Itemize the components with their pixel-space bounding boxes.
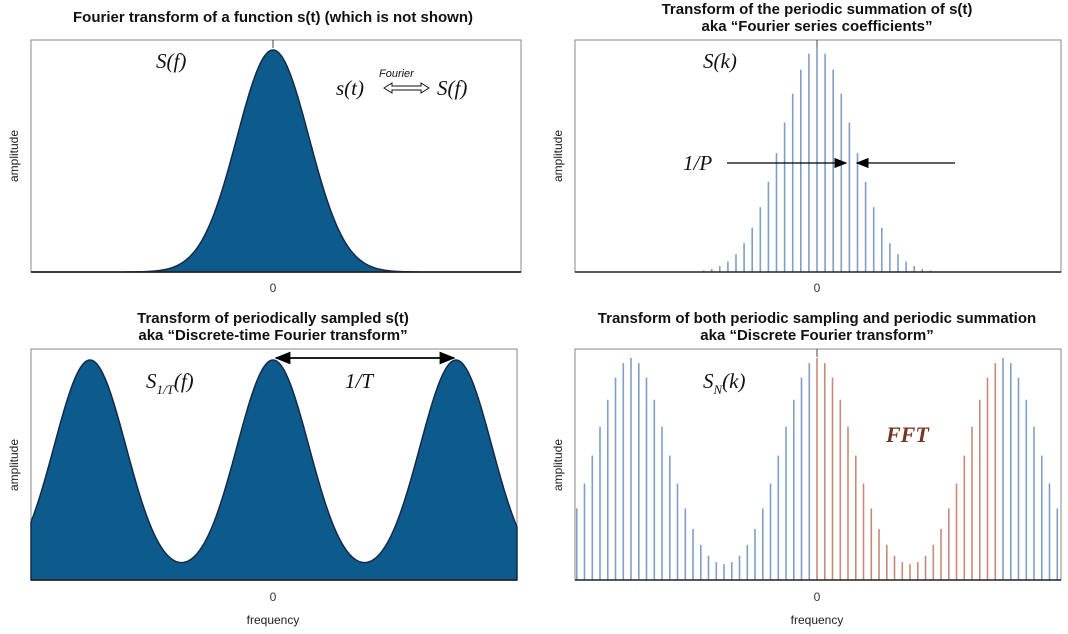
panel-title-line1: Transform of the periodic summation of s… [662, 1, 973, 18]
curve-label: SN(k) [703, 369, 745, 397]
panel-title-line2: aka “Fourier series coefficients” [702, 18, 933, 35]
spacing-label: 1/P [683, 151, 712, 175]
panel-dtft: Transform of periodically sampled s(t) a… [7, 310, 518, 627]
periodic-curve [30, 359, 518, 581]
panel-title-line1: Transform of periodically sampled s(t) [137, 310, 409, 327]
x-axis-label: frequency [791, 613, 844, 627]
time-function-label: s(t) [336, 76, 364, 100]
x-axis-label: frequency [247, 613, 300, 627]
panel-title-line2: aka “Discrete Fourier transform” [700, 327, 933, 344]
panel-title: Fourier transform of a function s(t) (wh… [73, 9, 473, 26]
panel-title-line2: aka “Discrete-time Fourier transform” [138, 327, 407, 344]
curve-label: S1/T(f) [146, 369, 194, 397]
period-label: 1/T [345, 369, 374, 393]
panel-fourier-series: Transform of the periodic summation of s… [551, 1, 1062, 295]
y-axis-label: amplitude [551, 130, 565, 182]
y-axis-label: amplitude [7, 130, 21, 182]
curve-label: S(k) [703, 49, 737, 73]
fourier-arrow-label: Fourier [379, 68, 415, 80]
panel-title-line1: Transform of both periodic sampling and … [598, 310, 1036, 327]
curve-label: S(f) [156, 49, 186, 73]
stems [702, 48, 932, 272]
fft-label: FFT [885, 422, 930, 447]
tick-label-zero: 0 [270, 590, 277, 604]
y-axis-label: amplitude [7, 439, 21, 491]
y-axis-label: amplitude [551, 439, 565, 491]
plot-frame [574, 39, 1062, 273]
stems [575, 358, 1059, 580]
tick-label-zero: 0 [814, 281, 821, 295]
panel-dft: Transform of both periodic sampling and … [551, 310, 1062, 627]
panel-fourier-transform: Fourier transform of a function s(t) (wh… [7, 9, 522, 295]
transform-label: S(f) [437, 76, 467, 100]
double-arrow-icon [383, 82, 430, 94]
tick-label-zero: 0 [814, 590, 821, 604]
tick-label-zero: 0 [270, 281, 277, 295]
